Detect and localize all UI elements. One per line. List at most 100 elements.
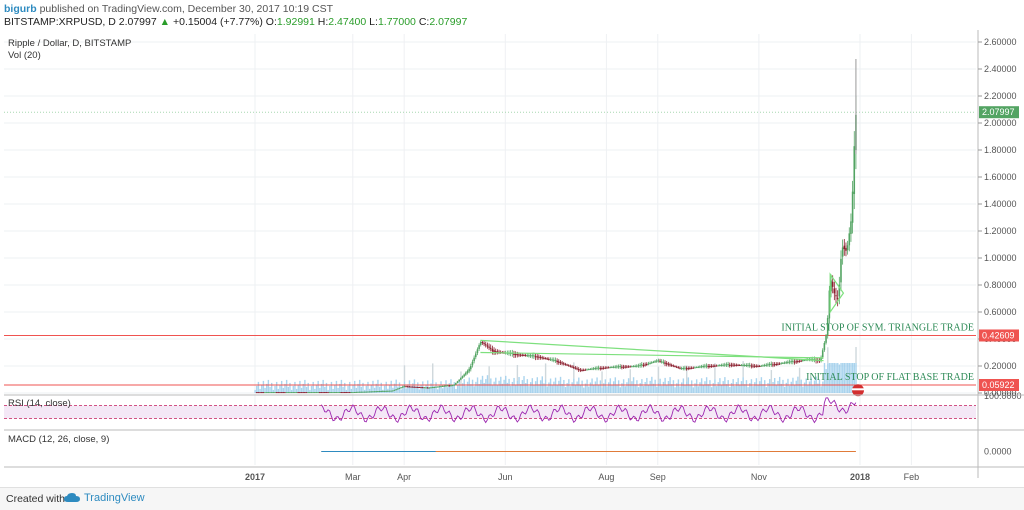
candle-body: [591, 368, 593, 370]
volume-bar: [339, 383, 341, 393]
volume-bar: [612, 381, 615, 393]
volume-bar: [392, 387, 394, 393]
candle-body: [773, 364, 776, 366]
candle-body: [722, 364, 724, 366]
candle-body: [348, 392, 351, 394]
x-tick-label: Mar: [345, 472, 361, 482]
candle-body: [790, 361, 792, 363]
candle-body: [425, 387, 427, 389]
volume-spike: [544, 363, 547, 380]
macd-pane: 0.0000: [321, 447, 1012, 457]
volume-bar: [611, 385, 613, 393]
candle-body: [617, 366, 620, 368]
chart-canvas[interactable]: INITIAL STOP OF SYM. TRIANGLE TRADE INITI…: [0, 30, 1024, 487]
volume-bar: [765, 387, 768, 393]
candle-body: [413, 386, 416, 388]
volume-bar: [785, 382, 787, 393]
volume-spike: [573, 362, 575, 379]
volume-bar: [634, 384, 636, 393]
volume-bar: [397, 386, 399, 393]
volume-bar: [712, 383, 714, 393]
volume-bar: [730, 383, 733, 393]
volume-bar: [803, 382, 806, 393]
volume-bar: [672, 380, 675, 393]
volume-bar: [330, 381, 333, 393]
candle-body: [443, 385, 446, 387]
candle-body: [284, 392, 286, 394]
tradingview-cloud-icon: [64, 493, 80, 503]
volume-bar: [385, 381, 387, 393]
tradingview-link[interactable]: TradingView: [64, 492, 145, 504]
candle-body: [705, 365, 708, 367]
volume-bar: [488, 382, 490, 393]
candle-body: [441, 385, 444, 387]
volume-bar: [576, 381, 578, 393]
candle-body: [410, 386, 412, 388]
candle-body: [260, 392, 263, 394]
volume-bar: [314, 388, 316, 393]
volume-bar: [257, 381, 260, 393]
volume-bar: [767, 383, 769, 393]
candle-body: [667, 363, 670, 365]
candle-body: [378, 391, 381, 393]
candle-body: [679, 367, 681, 369]
candle-body: [325, 392, 328, 394]
volume-bar: [850, 363, 852, 393]
publish-line: bigurb published on TradingView.com, Dec…: [4, 3, 333, 15]
candle-body: [571, 366, 573, 368]
candle-body: [471, 361, 474, 366]
volume-bar: [465, 385, 467, 393]
volume-bar: [549, 378, 552, 393]
rsi-line: [321, 397, 857, 424]
candle-body: [479, 341, 482, 345]
volume-bar: [568, 379, 570, 393]
volume-bar: [340, 379, 343, 393]
volume-bar: [604, 379, 607, 393]
us-flag-stripe: [852, 388, 864, 391]
candle-body: [612, 366, 615, 368]
volume-bar: [402, 385, 404, 393]
candle-body: [627, 366, 630, 368]
volume-bar: [345, 389, 348, 393]
volume-bar: [505, 375, 507, 393]
candle-body: [562, 363, 565, 365]
price-badge-label: 0.42609: [982, 330, 1015, 340]
candle-body: [757, 365, 759, 367]
volume-bar: [616, 384, 618, 393]
volume-bar: [310, 385, 313, 393]
candle-body: [461, 376, 464, 378]
price-badge-label: 0.05922: [982, 380, 1015, 390]
candle-body: [848, 233, 851, 246]
candle-body: [451, 385, 454, 387]
candle-body: [767, 364, 769, 366]
candle-body: [841, 247, 844, 257]
candle-body: [430, 387, 432, 389]
volume-bar: [697, 386, 700, 393]
candle-body: [411, 386, 414, 388]
volume-bar: [739, 385, 741, 393]
candle-body: [642, 364, 645, 366]
candle-body: [496, 351, 499, 353]
volume-bar: [662, 381, 665, 393]
volume-bar: [659, 378, 661, 393]
volume-bar: [320, 383, 323, 393]
volume-bar: [285, 379, 288, 393]
volume-bar: [521, 380, 524, 393]
volume-bar: [443, 384, 446, 393]
volume-bar: [254, 389, 256, 393]
volume-bar: [533, 385, 535, 393]
username-link[interactable]: bigurb: [4, 3, 37, 15]
candle-body: [604, 367, 607, 369]
volume-bar: [556, 384, 558, 393]
candle-body: [760, 365, 763, 367]
volume-bar: [515, 384, 517, 393]
candle-body: [702, 366, 704, 368]
volume-bar: [261, 384, 263, 393]
volume-bar: [617, 380, 620, 393]
candle-body: [645, 364, 648, 366]
candle-body: [466, 370, 469, 374]
candle-body: [491, 349, 494, 352]
candle-body: [654, 361, 656, 363]
candle-body: [428, 387, 431, 389]
candle-body: [655, 360, 658, 362]
